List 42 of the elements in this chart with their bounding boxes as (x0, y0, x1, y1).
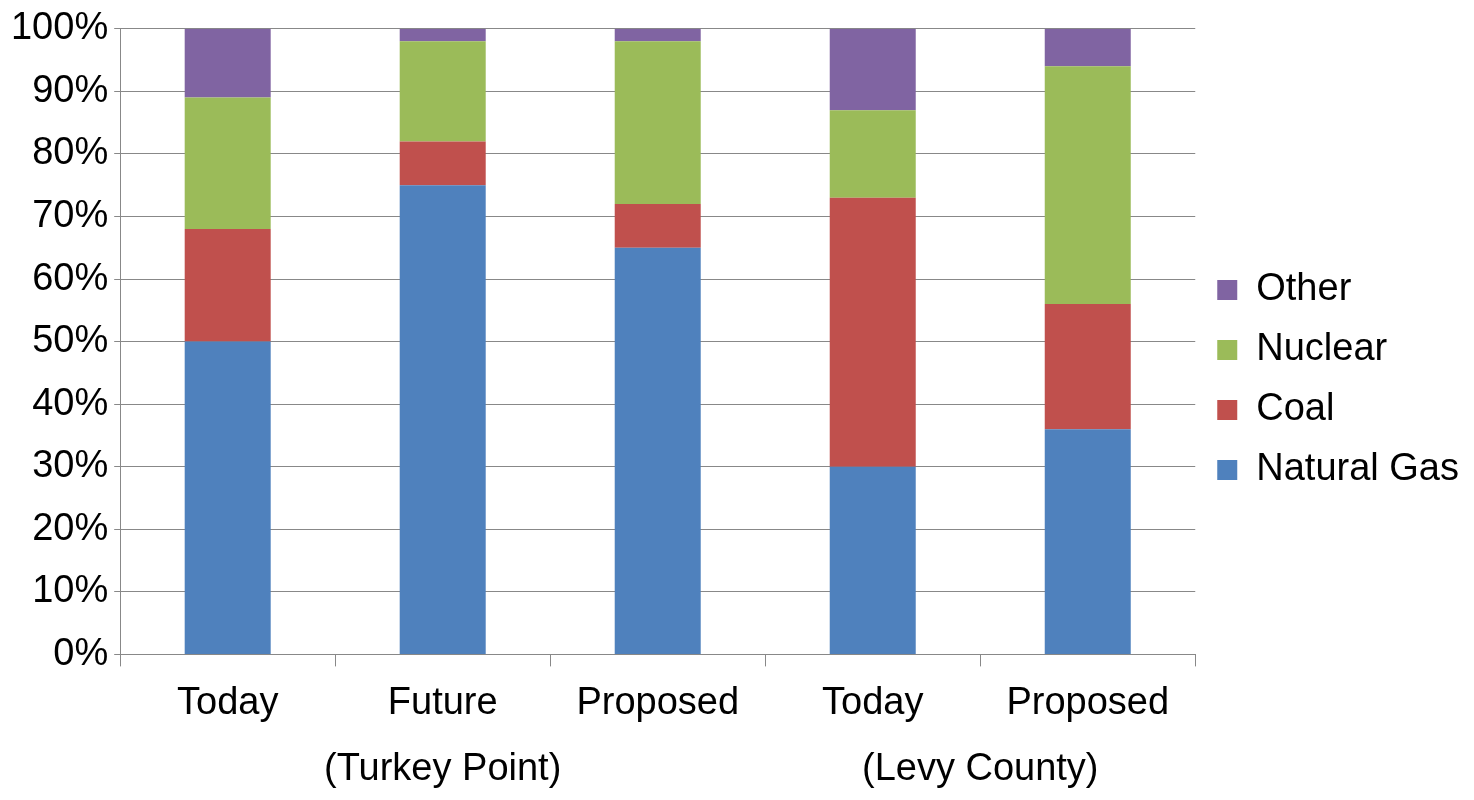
y-tick-label: 20% (32, 505, 109, 548)
bar (184, 97, 271, 229)
bar (614, 247, 701, 654)
y-tick-label: 0% (53, 630, 109, 673)
y-tick-label: 100% (10, 5, 109, 48)
y-tick-label: 80% (32, 130, 109, 173)
y-tick-label: 10% (32, 568, 109, 611)
bar (399, 41, 486, 142)
bar (184, 228, 271, 342)
bar (1044, 66, 1131, 305)
bar (614, 41, 701, 204)
y-tick-label: 70% (32, 192, 109, 235)
bar (184, 341, 271, 654)
x-tick-label: Future (387, 679, 498, 722)
bar (1044, 304, 1131, 430)
x-tick-label: Today (176, 679, 279, 722)
bar (399, 185, 486, 654)
y-tick-label: 90% (32, 67, 109, 110)
y-tick-label: 30% (32, 443, 109, 486)
text: (Turkey Point) (324, 746, 562, 789)
legend-label: Natural Gas (1256, 446, 1459, 489)
y-tick-label: 50% (32, 318, 109, 361)
bar (829, 197, 916, 467)
y-tick-label: 40% (32, 380, 109, 423)
bar (829, 466, 916, 654)
bar (399, 141, 486, 186)
bar (1044, 28, 1131, 67)
bar (829, 28, 916, 111)
text: (Levy County) (861, 746, 1099, 789)
bar (1044, 429, 1131, 654)
bar (184, 28, 271, 98)
bar (614, 203, 701, 248)
x-tick-label: Proposed (1006, 679, 1170, 722)
bar (829, 110, 916, 198)
bar (614, 28, 701, 42)
legend-label: Nuclear (1256, 326, 1388, 369)
legend-label: Other (1256, 266, 1352, 309)
bar (399, 28, 486, 42)
x-tick-label: Today (822, 679, 924, 722)
y-tick-label: 60% (32, 255, 109, 298)
legend-label: Coal (1256, 386, 1335, 429)
x-tick-label: Proposed (576, 679, 740, 722)
